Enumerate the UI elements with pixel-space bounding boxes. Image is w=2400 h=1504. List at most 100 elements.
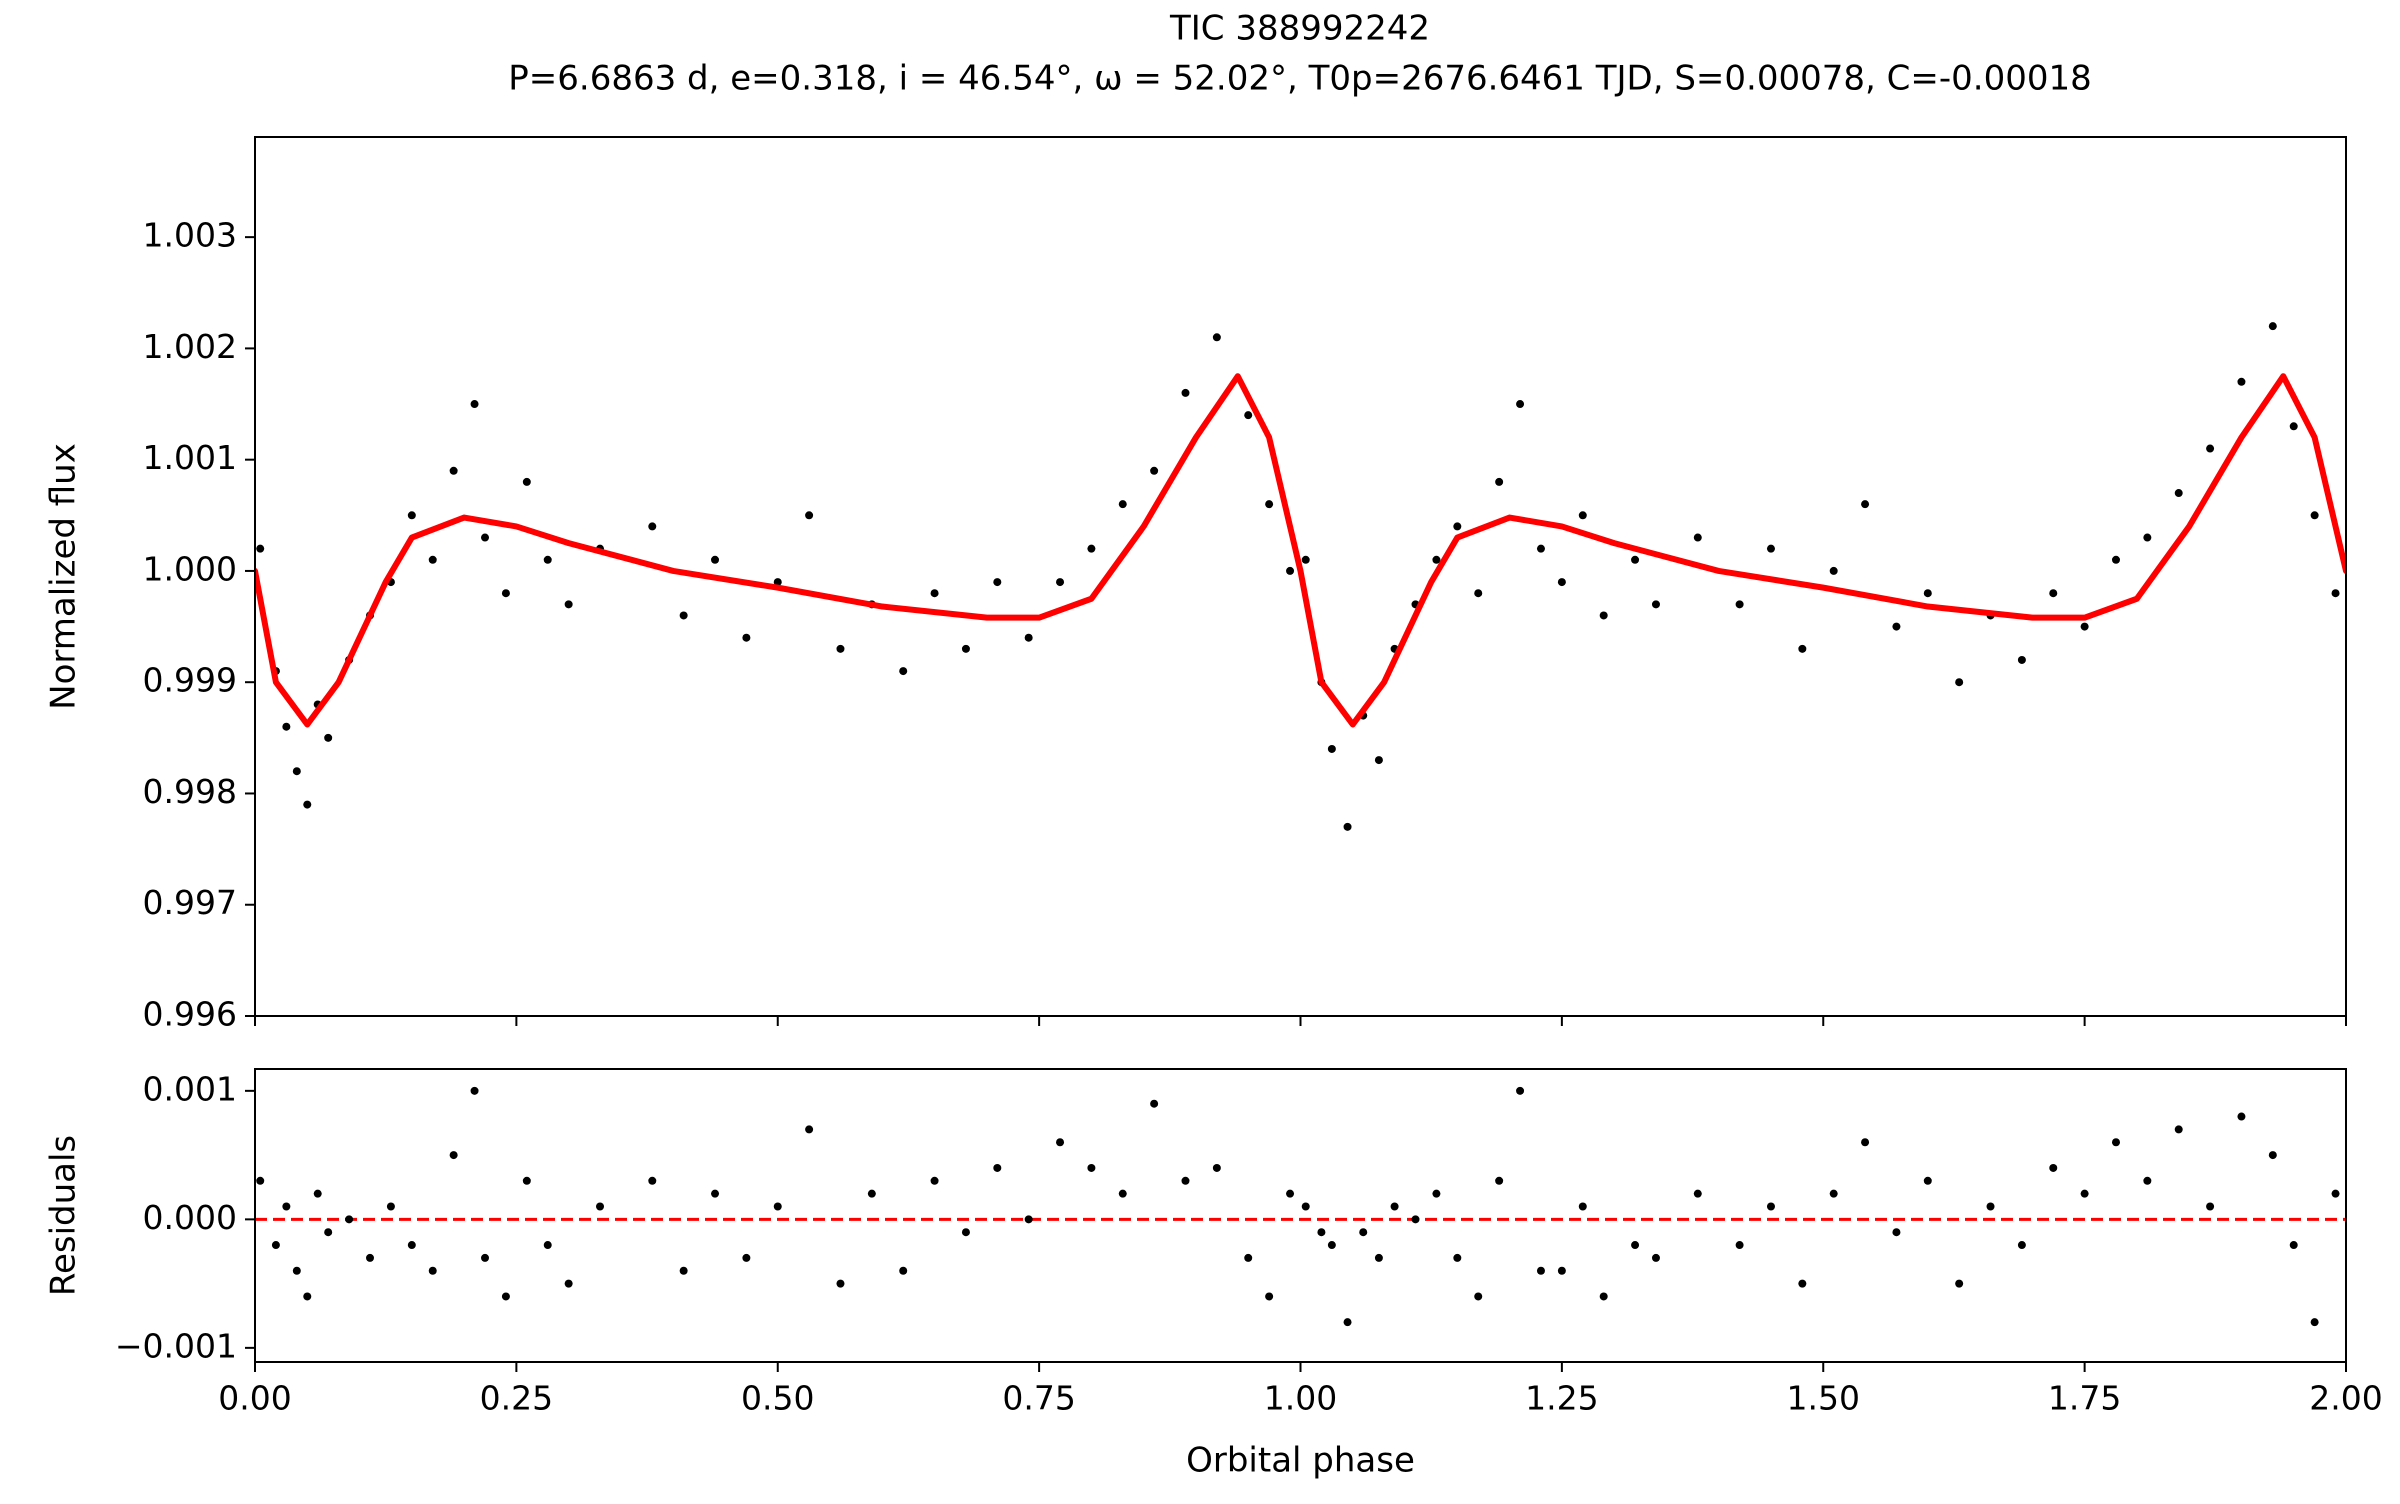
- data-point: [481, 533, 490, 542]
- data-point: [1955, 1279, 1964, 1288]
- data-point: [2206, 444, 2215, 453]
- data-point: [742, 633, 751, 642]
- data-point: [648, 522, 657, 531]
- data-point: [1631, 1241, 1640, 1250]
- y-tick-label: 1.002: [143, 327, 237, 366]
- data-point: [899, 667, 908, 676]
- data-point: [1359, 1228, 1368, 1237]
- x-tick-label: 0.25: [480, 1379, 553, 1418]
- plot-area: [255, 1086, 2346, 1327]
- data-point: [2331, 1189, 2340, 1198]
- data-point: [2310, 511, 2319, 520]
- data-point: [1024, 633, 1033, 642]
- data-point: [2049, 589, 2058, 598]
- data-point: [836, 644, 845, 653]
- data-point: [271, 1241, 280, 1250]
- data-point: [407, 511, 416, 520]
- data-point: [1286, 1189, 1295, 1198]
- y-tick-label: 0.000: [143, 1198, 237, 1237]
- data-point: [867, 1189, 876, 1198]
- data-point: [303, 1292, 312, 1301]
- data-point: [1432, 1189, 1441, 1198]
- data-point: [2143, 533, 2152, 542]
- data-point: [1343, 1318, 1352, 1327]
- data-point: [1829, 566, 1838, 575]
- y-tick-label: 1.003: [143, 216, 237, 255]
- data-point: [1735, 600, 1744, 609]
- data-point: [407, 1241, 416, 1250]
- data-point: [1453, 1253, 1462, 1262]
- y-tick-label: 1.001: [143, 438, 237, 477]
- data-point: [1861, 500, 1870, 509]
- x-tick-label: 1.00: [1264, 1379, 1337, 1418]
- data-point: [711, 555, 720, 564]
- data-point: [993, 578, 1002, 587]
- data-point: [501, 1292, 510, 1301]
- data-point: [1181, 1176, 1190, 1185]
- data-point: [1693, 1189, 1702, 1198]
- data-point: [428, 1266, 437, 1275]
- data-point: [282, 1202, 291, 1211]
- data-point: [1536, 544, 1545, 553]
- data-point: [1651, 600, 1660, 609]
- data-point: [1955, 678, 1964, 687]
- data-point: [1861, 1138, 1870, 1147]
- axes-frame: [254, 136, 2347, 1017]
- data-point: [1181, 388, 1190, 397]
- chart-subtitle: P=6.6863 d, e=0.318, i = 46.54°, ω = 52.…: [508, 59, 2091, 99]
- data-point: [1343, 822, 1352, 831]
- data-point: [324, 1228, 333, 1237]
- data-point: [449, 466, 458, 475]
- data-point: [1150, 1099, 1159, 1108]
- data-point: [961, 1228, 970, 1237]
- data-point: [1798, 1279, 1807, 1288]
- data-point: [2331, 589, 2340, 598]
- y-tick-label: 0.999: [143, 661, 237, 700]
- data-point: [2237, 1112, 2246, 1121]
- data-point: [1265, 1292, 1274, 1301]
- y-tick-label: 0.998: [143, 772, 237, 811]
- data-point: [481, 1253, 490, 1262]
- model-line: [255, 373, 2346, 728]
- data-point: [1118, 1189, 1127, 1198]
- data-point: [1923, 589, 1932, 598]
- data-point: [1087, 1163, 1096, 1172]
- data-point: [1892, 1228, 1901, 1237]
- data-point: [303, 800, 312, 809]
- data-point: [1631, 555, 1640, 564]
- data-point: [470, 1086, 479, 1095]
- data-point: [543, 555, 552, 564]
- data-point: [2111, 1138, 2120, 1147]
- data-point: [1390, 1202, 1399, 1211]
- data-point: [1495, 477, 1504, 486]
- y-axis-label: Residuals: [44, 1135, 84, 1296]
- data-point: [324, 733, 333, 742]
- data-point: [993, 1163, 1002, 1172]
- data-point: [2174, 1125, 2183, 1134]
- data-point: [292, 767, 301, 776]
- data-point: [2237, 377, 2246, 386]
- data-point: [930, 1176, 939, 1185]
- data-point: [648, 1176, 657, 1185]
- data-point: [1599, 611, 1608, 620]
- data-point: [1301, 555, 1310, 564]
- data-point: [899, 1266, 908, 1275]
- data-point: [1374, 756, 1383, 765]
- data-point: [1516, 400, 1525, 409]
- x-tick-label: 1.50: [1787, 1379, 1860, 1418]
- data-point: [2111, 555, 2120, 564]
- data-point: [805, 511, 814, 520]
- data-point: [470, 400, 479, 409]
- data-point: [1735, 1241, 1744, 1250]
- data-point: [2310, 1318, 2319, 1327]
- data-point: [1327, 1241, 1336, 1250]
- data-point: [1087, 544, 1096, 553]
- data-point: [292, 1266, 301, 1275]
- data-point: [2080, 622, 2089, 631]
- data-point: [1829, 1189, 1838, 1198]
- data-point: [1599, 1292, 1608, 1301]
- data-point: [1118, 500, 1127, 509]
- data-point: [256, 544, 265, 553]
- data-point: [282, 722, 291, 731]
- data-point: [1374, 1253, 1383, 1262]
